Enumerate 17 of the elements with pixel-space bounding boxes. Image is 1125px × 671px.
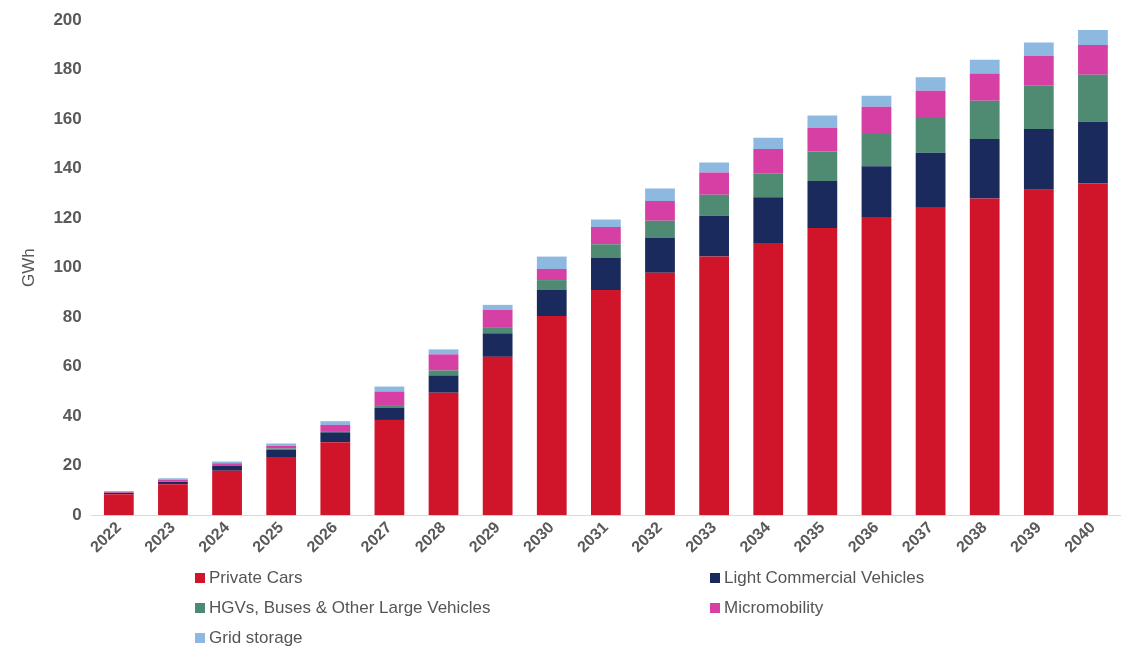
y-tick-label: 60: [62, 356, 82, 376]
y-tick-label: 120: [53, 207, 82, 227]
y-tick-label: 40: [62, 405, 82, 425]
legend-label: Grid storage: [209, 628, 303, 648]
y-tick-label: 0: [72, 504, 82, 524]
legend-label: HGVs, Buses & Other Large Vehicles: [209, 598, 491, 618]
y-tick-label: 160: [53, 108, 82, 128]
y-tick-label: 100: [53, 257, 82, 277]
legend-label: Private Cars: [209, 568, 303, 588]
y-tick-label: 80: [62, 306, 82, 326]
legend-label: Light Commercial Vehicles: [724, 568, 925, 588]
legend-label: Micromobility: [724, 598, 824, 618]
y-tick-label: 180: [53, 59, 82, 79]
y-tick-label: 200: [53, 9, 82, 29]
y-tick-label: 20: [62, 455, 82, 475]
y-axis-title: GWh: [18, 248, 38, 288]
y-tick-label: 140: [53, 158, 82, 178]
